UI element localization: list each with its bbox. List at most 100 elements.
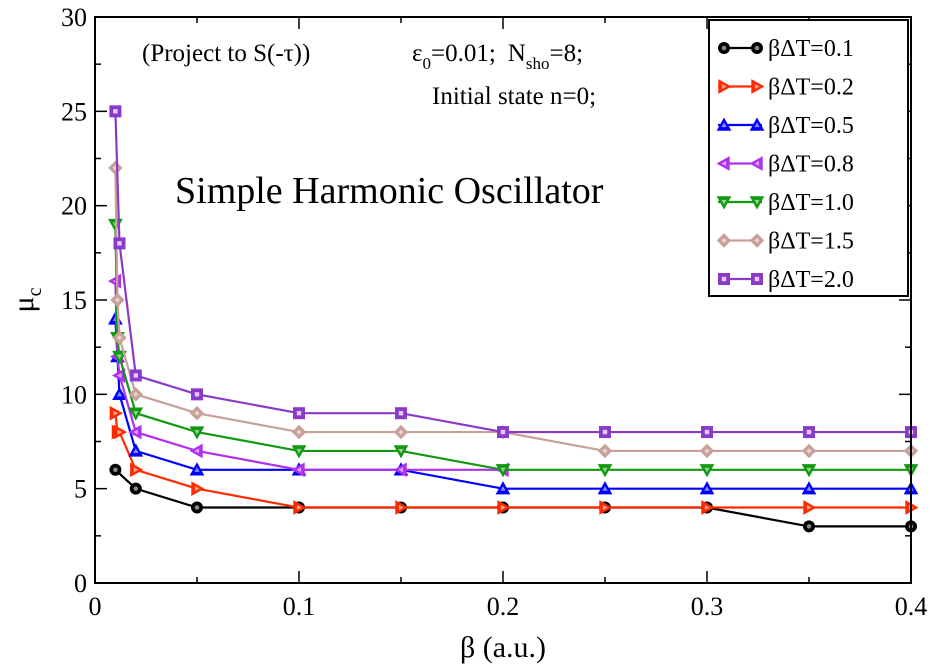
y-tick-label: 15 <box>61 286 87 315</box>
legend-label: βΔT=0.5 <box>768 113 854 139</box>
eps-subscript: 0 <box>423 54 432 73</box>
data-point <box>189 405 205 421</box>
data-point <box>701 426 713 439</box>
legend-entry: βΔT=0.2 <box>718 75 854 101</box>
data-point <box>597 443 613 459</box>
x-tick-label: 0.1 <box>283 592 316 621</box>
data-point <box>497 500 511 515</box>
series-line <box>114 413 911 509</box>
legend: βΔT=0.1 βΔT=0.2 βΔT=0.5 βΔT=0.8 βΔT=1.0 βΔT=1… <box>708 19 909 297</box>
data-point <box>108 160 123 176</box>
legend-entry: βΔT=0.1 <box>718 36 854 62</box>
annotation-projection: (Project to S(-τ)) <box>142 40 310 67</box>
data-point <box>128 407 144 421</box>
data-point <box>189 443 203 459</box>
x-axis-label: β (a.u.) <box>460 631 546 664</box>
y-axis-symbol: μ <box>7 296 40 312</box>
data-point <box>112 330 127 345</box>
legend-marker <box>751 42 763 54</box>
eps-value: =0.01; <box>431 40 496 67</box>
data-point <box>191 388 203 401</box>
data-point <box>599 500 613 515</box>
legend-entry: βΔT=0.8 <box>716 152 854 178</box>
data-point <box>291 462 305 478</box>
data-point <box>393 445 409 459</box>
legend-marker <box>718 79 732 94</box>
data-point <box>803 426 815 439</box>
legend-marker <box>716 156 730 171</box>
legend-marker <box>716 233 732 248</box>
data-point <box>393 424 409 440</box>
y-tick-label: 5 <box>74 475 87 504</box>
data-point <box>128 387 144 402</box>
y-tick-label: 20 <box>61 192 87 221</box>
n-subscript: sho <box>526 54 550 73</box>
legend-marker <box>749 156 763 171</box>
series-line <box>114 468 911 528</box>
data-point <box>109 463 122 476</box>
data-point <box>395 407 407 420</box>
legend-entry: βΔT=2.0 <box>718 267 854 293</box>
data-point <box>109 105 122 118</box>
data-point <box>497 426 509 439</box>
legend-label: βΔT=1.5 <box>768 229 854 255</box>
legend-marker <box>749 233 765 248</box>
data-point <box>293 407 305 420</box>
x-tick-label: 0.4 <box>895 592 928 621</box>
legend-entry: βΔT=1.5 <box>716 229 854 255</box>
data-point <box>699 443 715 459</box>
y-tick-label: 30 <box>61 3 87 32</box>
y-axis-label: μc <box>7 287 46 312</box>
y-tick-label: 25 <box>61 97 87 126</box>
data-point <box>395 500 409 515</box>
legend-label: βΔT=0.1 <box>768 36 854 62</box>
series-1 <box>109 463 917 533</box>
annotation-initial-state: Initial state n=0; <box>432 83 596 110</box>
y-tick-label: 0 <box>74 569 87 598</box>
plot-frame <box>94 16 912 584</box>
data-point <box>112 386 127 401</box>
legend-entry: βΔT=0.5 <box>716 113 854 139</box>
data-point <box>189 426 205 440</box>
data-point <box>701 500 715 515</box>
data-point <box>128 443 144 457</box>
data-point <box>191 501 203 514</box>
legend-label: βΔT=0.8 <box>768 152 854 178</box>
series-3 <box>108 311 919 495</box>
legend-marker <box>718 273 730 285</box>
data-point <box>109 405 123 421</box>
data-point <box>128 424 142 440</box>
data-point <box>495 464 511 478</box>
y-axis-subscript: c <box>24 287 46 296</box>
series-7 <box>109 105 917 439</box>
series-line <box>114 318 911 490</box>
legend-label: βΔT=2.0 <box>768 267 854 293</box>
data-point <box>110 292 125 308</box>
data-point <box>113 424 128 440</box>
series-4 <box>107 273 509 478</box>
legend-label: βΔT=1.0 <box>768 190 854 216</box>
eps-symbol: ε <box>412 40 423 67</box>
annotation-system: Simple Harmonic Oscillator <box>175 170 604 212</box>
legend-marker <box>749 196 765 210</box>
legend-label: βΔT=0.2 <box>768 75 854 101</box>
x-tick-label: 0.2 <box>487 592 520 621</box>
data-point <box>699 481 715 495</box>
legend-marker <box>718 42 730 54</box>
legend-marker <box>749 117 765 131</box>
data-point <box>597 481 613 495</box>
data-point <box>112 350 127 365</box>
data-point <box>801 481 817 495</box>
data-point <box>495 481 511 495</box>
data-point <box>803 500 817 515</box>
data-point <box>191 481 205 497</box>
data-point <box>113 237 126 250</box>
legend-marker <box>716 117 732 131</box>
data-point <box>130 462 144 478</box>
legend-entry: βΔT=1.0 <box>716 190 854 216</box>
data-point <box>393 462 407 478</box>
x-tick-label: 0.3 <box>691 592 724 621</box>
n-symbol: N <box>508 40 526 67</box>
axis-ticks: 0 0.1 0.2 0.3 0.4 0 5 10 15 20 25 30 <box>61 3 927 621</box>
